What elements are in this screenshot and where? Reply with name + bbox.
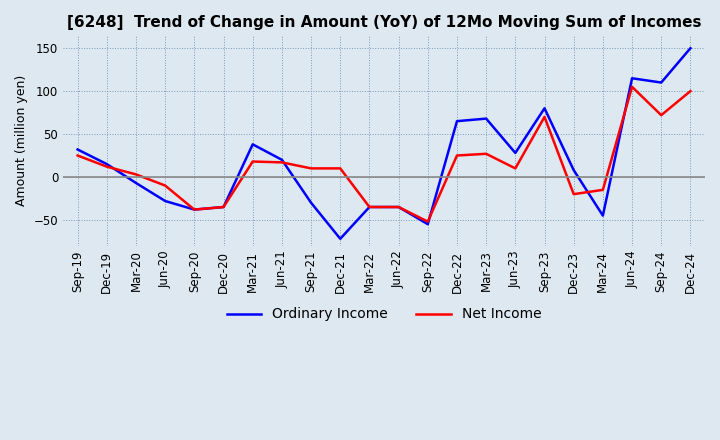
Ordinary Income — [453, 118, 462, 124]
Ordinary Income — [102, 161, 111, 167]
Ordinary Income — [248, 142, 257, 147]
Ordinary Income — [219, 204, 228, 209]
Ordinary Income — [423, 222, 432, 227]
Ordinary Income — [336, 236, 345, 242]
Net Income — [161, 183, 169, 188]
Legend: Ordinary Income, Net Income: Ordinary Income, Net Income — [221, 302, 547, 327]
Net Income — [628, 84, 636, 89]
Net Income — [132, 172, 140, 177]
Ordinary Income — [278, 157, 287, 162]
Title: [6248]  Trend of Change in Amount (YoY) of 12Mo Moving Sum of Incomes: [6248] Trend of Change in Amount (YoY) o… — [67, 15, 701, 30]
Net Income — [686, 88, 695, 94]
Net Income — [540, 114, 549, 120]
Ordinary Income — [190, 207, 199, 212]
Net Income — [395, 204, 403, 209]
Ordinary Income — [628, 76, 636, 81]
Net Income — [453, 153, 462, 158]
Ordinary Income — [307, 200, 315, 205]
Ordinary Income — [686, 46, 695, 51]
Ordinary Income — [73, 147, 82, 152]
Ordinary Income — [132, 180, 140, 186]
Net Income — [190, 207, 199, 212]
Ordinary Income — [540, 106, 549, 111]
Ordinary Income — [482, 116, 490, 121]
Net Income — [423, 219, 432, 224]
Net Income — [219, 204, 228, 209]
Net Income — [570, 191, 578, 197]
Net Income — [73, 153, 82, 158]
Ordinary Income — [161, 198, 169, 204]
Ordinary Income — [395, 204, 403, 209]
Net Income — [598, 187, 607, 192]
Ordinary Income — [570, 168, 578, 173]
Net Income — [657, 113, 665, 118]
Net Income — [511, 166, 520, 171]
Net Income — [307, 166, 315, 171]
Net Income — [248, 159, 257, 164]
Ordinary Income — [598, 213, 607, 218]
Ordinary Income — [365, 204, 374, 209]
Net Income — [336, 166, 345, 171]
Ordinary Income — [657, 80, 665, 85]
Line: Ordinary Income: Ordinary Income — [78, 48, 690, 239]
Net Income — [365, 204, 374, 209]
Net Income — [482, 151, 490, 157]
Net Income — [102, 164, 111, 169]
Net Income — [278, 160, 287, 165]
Line: Net Income: Net Income — [78, 87, 690, 222]
Y-axis label: Amount (million yen): Amount (million yen) — [15, 75, 28, 206]
Ordinary Income — [511, 150, 520, 156]
